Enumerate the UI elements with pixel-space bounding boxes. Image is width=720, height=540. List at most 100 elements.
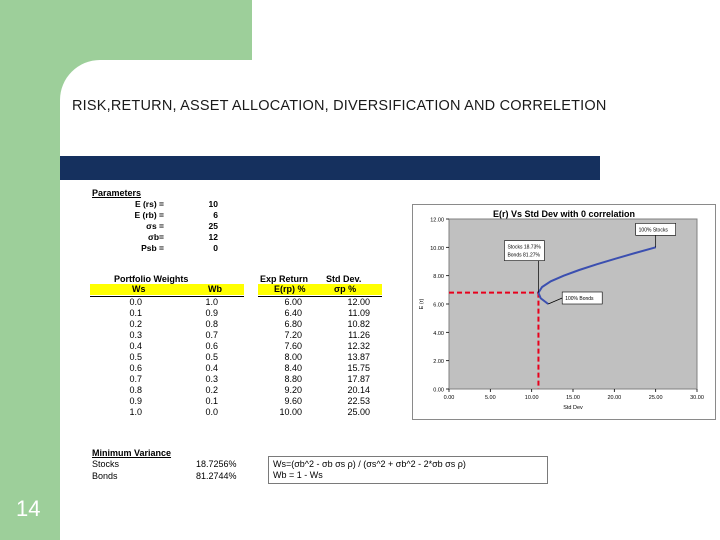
mv-stocks-label: Stocks: [92, 459, 120, 469]
annotation-text: Bonds 81.27%: [507, 253, 540, 259]
param-row: σs = 25: [88, 221, 228, 232]
x-tick-label: 15.00: [566, 395, 580, 401]
y-tick-label: 10.00: [430, 246, 444, 252]
corner-round: [60, 60, 140, 140]
param-value: 6: [213, 210, 218, 220]
annotation-arrow: [548, 297, 563, 305]
x-tick-label: 5.00: [485, 395, 496, 401]
formula-wb: Wb = 1 - Ws: [273, 470, 323, 480]
param-label: E (rb) =: [134, 210, 164, 220]
min-variance-heading: Minimum Variance: [92, 448, 172, 458]
cell-ws: 0.4: [129, 341, 142, 351]
parameters-heading: Parameters: [92, 188, 142, 198]
cell-sigma: 25.00: [347, 407, 370, 417]
param-row: E (rs) = 10: [88, 199, 228, 210]
x-tick-label: 25.00: [649, 395, 663, 401]
left-green-band: [0, 0, 60, 540]
annotation-text: 100% Bonds: [565, 296, 594, 302]
weights-col-header: Ws Wb: [90, 284, 244, 295]
cell-erp: 6.00: [284, 297, 302, 307]
annotation-box: [635, 223, 676, 236]
param-value: 25: [208, 221, 218, 231]
cell-erp: 7.20: [284, 330, 302, 340]
annotation-box: [561, 291, 603, 305]
param-row: σb= 12: [88, 232, 228, 243]
y-tick-label: 8.00: [433, 274, 444, 280]
cell-sigma: 11.26: [348, 330, 370, 340]
col-head-wb: Wb: [208, 284, 222, 294]
cell-erp: 10.00: [279, 407, 302, 417]
y-tick-label: 0.00: [433, 388, 444, 394]
cell-ws: 0.3: [129, 330, 142, 340]
param-row: Psb = 0: [88, 243, 228, 254]
cell-erp: 9.60: [284, 396, 302, 406]
cell-sigma: 10.82: [347, 319, 370, 329]
cell-sigma: 12.00: [347, 297, 370, 307]
portfolio-weights-heading: Portfolio Weights: [114, 274, 189, 284]
cell-erp: 6.40: [284, 308, 302, 318]
x-tick-label: 10.00: [525, 395, 539, 401]
cell-ws: 1.0: [129, 407, 142, 417]
header-underline: [258, 296, 382, 297]
cell-sigma: 22.53: [347, 396, 370, 406]
cell-wb: 1.0: [205, 297, 218, 307]
frontier-line: [537, 246, 656, 305]
formula-ws: Ws=(σb^2 - σb σs ρ) / (σs^2 + σb^2 - 2*σ…: [273, 459, 466, 469]
top-green-tab: [60, 0, 252, 60]
cell-ws: 0.5: [129, 352, 142, 362]
mv-bonds-value: 81.2744%: [196, 471, 237, 481]
cell-wb: 0.1: [205, 396, 218, 406]
param-label: Psb =: [141, 243, 164, 253]
x-tick-label: 20.00: [607, 395, 621, 401]
cell-wb: 0.6: [205, 341, 218, 351]
cell-wb: 0.5: [205, 352, 218, 362]
x-tick-label: 0.00: [444, 395, 455, 401]
cell-ws: 0.9: [129, 396, 142, 406]
cell-sigma: 12.32: [347, 341, 370, 351]
y-tick-label: 6.00: [433, 303, 444, 309]
x-tick-label: 30.00: [690, 395, 704, 401]
cell-erp: 8.40: [284, 363, 302, 373]
std-dev-heading: Std Dev.: [326, 274, 362, 284]
param-value: 10: [208, 199, 218, 209]
cell-wb: 0.7: [205, 330, 218, 340]
cell-wb: 0.4: [205, 363, 218, 373]
cell-ws: 0.1: [129, 308, 142, 318]
chart-canvas: 0.00 2.00 4.00 6.00 8.00 10.00 12.00 0.00 5.00 10…: [419, 218, 704, 412]
exp-return-heading: Exp Return: [260, 274, 309, 284]
cell-erp: 8.80: [284, 374, 302, 384]
y-axis-label: E (r): [419, 298, 425, 309]
cell-sigma: 17.87: [347, 374, 370, 384]
col-head-sigma: σp %: [334, 284, 357, 294]
cell-erp: 7.60: [284, 341, 302, 351]
returns-col-header: E(rp) % σp %: [258, 284, 382, 295]
mv-stocks-value: 18.7256%: [196, 459, 237, 469]
param-value: 12: [208, 232, 218, 242]
cell-ws: 0.7: [129, 374, 142, 384]
chart-title: E(r) Vs Std Dev with 0 correlation: [492, 209, 636, 219]
slide-title: RISK,RETURN, ASSET ALLOCATION, DIVERSIFI…: [72, 98, 607, 114]
y-tick-label: 4.00: [433, 331, 444, 337]
col-head-ws: Ws: [132, 284, 146, 294]
annotation-box: [504, 240, 545, 261]
cell-erp: 8.00: [284, 352, 302, 362]
cell-wb: 0.3: [205, 374, 218, 384]
cell-ws: 0.2: [129, 319, 142, 329]
mv-bonds-label: Bonds: [92, 471, 118, 481]
y-tick-label: 2.00: [433, 359, 444, 365]
cell-wb: 0.0: [205, 407, 218, 417]
param-label: σb=: [148, 232, 164, 242]
cell-erp: 6.80: [284, 319, 302, 329]
annotation-text: 100% Stocks: [639, 227, 669, 233]
title-bar: [60, 156, 600, 180]
y-tick-label: 12.00: [430, 218, 444, 224]
cell-wb: 0.9: [205, 308, 218, 318]
param-label: σs =: [146, 221, 164, 231]
annotation-text: Stocks 18.73%: [507, 245, 541, 251]
param-label: E (rs) =: [134, 199, 164, 209]
cell-ws: 0.8: [129, 385, 142, 395]
formula-box: Ws=(σb^2 - σb σs ρ) / (σs^2 + σb^2 - 2*σ…: [268, 456, 548, 484]
page-number: 14: [16, 496, 41, 521]
frontier-chart: E(r) Vs Std Dev with 0 correlation 0.00 2…: [412, 204, 716, 420]
cell-sigma: 11.09: [348, 308, 370, 318]
